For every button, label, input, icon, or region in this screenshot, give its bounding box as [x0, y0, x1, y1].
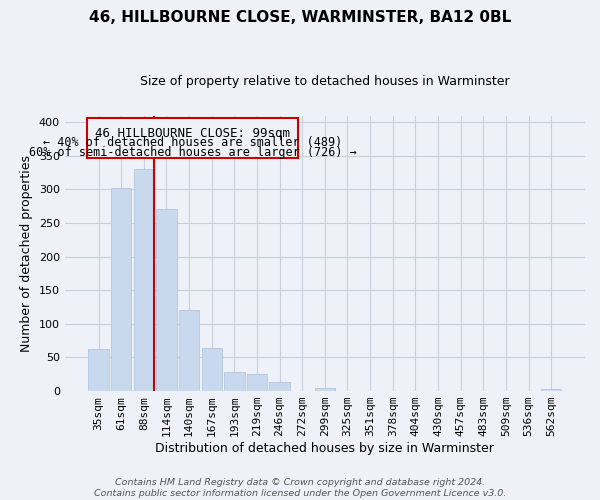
Bar [111, 188, 131, 391]
Bar [134, 170, 154, 391]
Text: Contains HM Land Registry data © Crown copyright and database right 2024.
Contai: Contains HM Land Registry data © Crown c… [94, 478, 506, 498]
X-axis label: Distribution of detached houses by size in Warminster: Distribution of detached houses by size … [155, 442, 494, 455]
Bar [179, 310, 199, 391]
Title: Size of property relative to detached houses in Warminster: Size of property relative to detached ho… [140, 75, 509, 88]
Bar [202, 348, 222, 391]
Bar [314, 388, 335, 391]
Bar [224, 372, 245, 391]
Bar [156, 209, 176, 391]
Text: 46 HILLBOURNE CLOSE: 99sqm: 46 HILLBOURNE CLOSE: 99sqm [95, 127, 290, 140]
Y-axis label: Number of detached properties: Number of detached properties [20, 155, 33, 352]
Bar [88, 348, 109, 391]
Bar [269, 382, 290, 391]
Text: 60% of semi-detached houses are larger (726) →: 60% of semi-detached houses are larger (… [29, 146, 356, 159]
Bar [87, 118, 298, 158]
Text: ← 40% of detached houses are smaller (489): ← 40% of detached houses are smaller (48… [43, 136, 342, 149]
Text: 46, HILLBOURNE CLOSE, WARMINSTER, BA12 0BL: 46, HILLBOURNE CLOSE, WARMINSTER, BA12 0… [89, 10, 511, 25]
Bar [541, 389, 562, 391]
Bar [247, 374, 267, 391]
